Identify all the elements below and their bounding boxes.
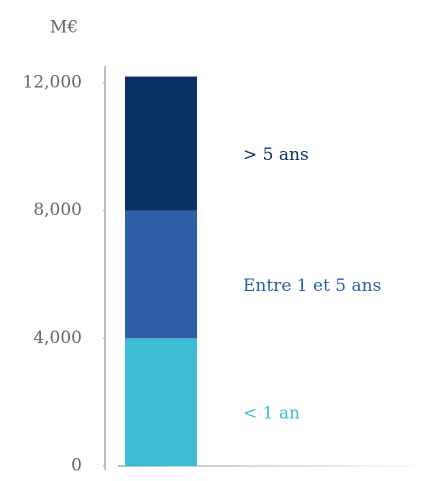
baseline xyxy=(118,465,434,467)
y-tick-label: 12,000 xyxy=(23,72,82,92)
y-tick-label: 0 xyxy=(71,456,82,476)
legend-label: Entre 1 et 5 ans xyxy=(243,276,381,296)
legend-label: < 1 an xyxy=(243,404,300,424)
bar-segment xyxy=(125,338,197,466)
bar-segment xyxy=(125,210,197,339)
y-tick-label: 4,000 xyxy=(33,328,82,348)
bar-segment xyxy=(125,76,197,211)
y-tick-label: 8,000 xyxy=(33,200,82,220)
y-axis-label: M€ xyxy=(50,18,78,38)
legend-label: > 5 ans xyxy=(243,145,309,165)
